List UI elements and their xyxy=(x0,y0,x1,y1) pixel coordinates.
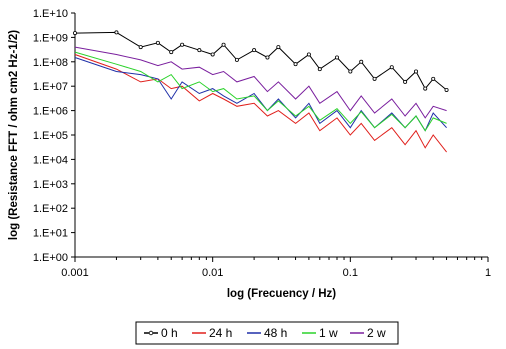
y-tick-label: 1.E+04 xyxy=(33,154,68,166)
y-tick-label: 1.E+02 xyxy=(33,203,68,215)
data-point xyxy=(155,40,160,45)
legend-label: 48 h xyxy=(264,326,287,340)
x-tick-label: 0.1 xyxy=(343,267,358,279)
data-point xyxy=(389,65,394,70)
x-tick-label: 0.001 xyxy=(61,267,89,279)
data-point xyxy=(234,57,239,62)
series-layer xyxy=(73,30,449,153)
data-point xyxy=(197,48,202,53)
data-point xyxy=(444,87,449,92)
y-axis-title: log (Resistance FFT / ohm cm2 Hz-1/2) xyxy=(8,30,20,240)
data-point xyxy=(348,69,353,74)
legend-label: 1 w xyxy=(319,326,338,340)
legend-label: 2 w xyxy=(367,326,386,340)
legend-label: 24 h xyxy=(209,326,232,340)
legend-label: 0 h xyxy=(161,326,178,340)
legend-marker xyxy=(148,330,154,336)
data-point xyxy=(180,42,185,47)
data-point xyxy=(372,76,377,81)
y-tick-label: 1.E+05 xyxy=(33,130,68,142)
data-point xyxy=(138,45,143,50)
data-point xyxy=(359,59,364,64)
y-tick-label: 1.E+09 xyxy=(33,32,68,44)
data-point xyxy=(252,48,257,53)
data-point xyxy=(317,67,322,72)
data-point xyxy=(414,69,419,74)
y-tick-label: 1.E+03 xyxy=(33,179,68,191)
series-line-2w xyxy=(74,46,447,119)
series-line-24h xyxy=(74,54,447,153)
data-point xyxy=(334,55,339,60)
y-tick-label: 1.E+00 xyxy=(33,252,68,264)
data-point xyxy=(423,86,428,91)
legend-box xyxy=(135,321,399,345)
x-tick-label: 0.01 xyxy=(202,267,223,279)
x-axis-title: log (Frecuency / Hz) xyxy=(227,288,336,300)
data-point xyxy=(221,42,226,47)
data-point xyxy=(403,79,408,84)
data-point xyxy=(169,50,174,55)
y-tick-label: 1.E+06 xyxy=(33,106,68,118)
series-line-0h xyxy=(74,31,447,91)
series-line-1w xyxy=(74,51,447,132)
legend: 0 h 24 h 48 h 1 w 2 w xyxy=(135,321,399,345)
data-point xyxy=(306,52,311,57)
y-tick-label: 1.E+10 xyxy=(33,8,68,20)
data-point xyxy=(276,45,281,50)
data-point xyxy=(265,55,270,60)
data-point xyxy=(73,31,78,36)
axes: 1.E+00 1.E+01 1.E+02 1.E+03 1.E+04 1.E+05 1.E+… xyxy=(33,8,491,279)
y-tick-label: 1.E+01 xyxy=(33,228,68,240)
y-tick-label: 1.E+08 xyxy=(33,57,68,69)
data-point xyxy=(431,76,436,81)
data-point xyxy=(293,62,298,67)
data-point xyxy=(210,52,215,57)
y-tick-label: 1.E+07 xyxy=(33,81,68,93)
x-tick-label: 1 xyxy=(485,267,491,279)
data-point xyxy=(114,30,119,35)
